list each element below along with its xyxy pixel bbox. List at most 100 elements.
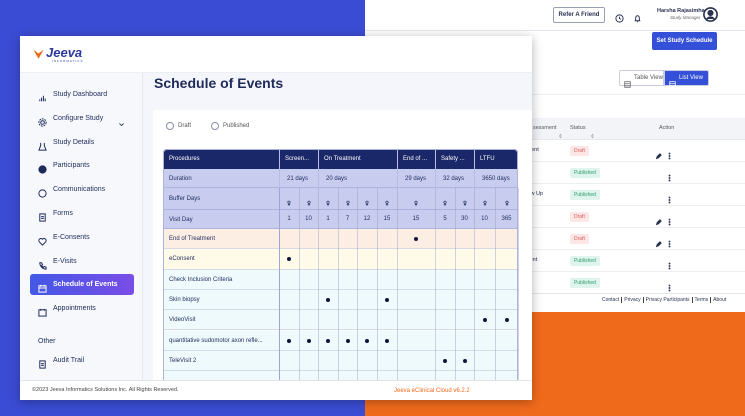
- visit-day: 10: [481, 216, 488, 222]
- buffer-icon: [413, 195, 419, 206]
- more-icon: [666, 279, 673, 292]
- edit-icon: [655, 213, 662, 226]
- refer-button[interactable]: Refer A Friend: [553, 7, 605, 23]
- group-divider: [318, 149, 319, 188]
- group-divider: [279, 149, 280, 188]
- procedure-row: [163, 310, 518, 331]
- footer-link[interactable]: About: [713, 296, 727, 303]
- procedure-name: eConsent: [169, 256, 195, 263]
- view-toggle[interactable]: Table View: [619, 70, 664, 88]
- sort-icon: [558, 126, 563, 138]
- radio[interactable]: [166, 122, 174, 130]
- sort-icon: [590, 126, 595, 138]
- procedure-row: [163, 350, 518, 372]
- footer-link[interactable]: Contact: [602, 296, 620, 303]
- status-text: Published: [574, 257, 596, 264]
- row-divider: [365, 205, 745, 206]
- page-title: Schedule of Events: [154, 75, 284, 91]
- visit-day: 12: [363, 216, 371, 222]
- column-header: Status: [570, 125, 586, 131]
- sidebar-item[interactable]: E-Consents: [53, 233, 90, 241]
- scheduled-dot: [287, 257, 291, 262]
- edit-icon: [655, 235, 662, 248]
- group-label: On Treatment: [324, 156, 361, 162]
- user-name: Harsha Rajasimha: [657, 8, 705, 14]
- sidebar-item[interactable]: Appointments: [53, 305, 96, 313]
- logo-mark: [32, 47, 45, 60]
- procedure-row: [163, 289, 518, 311]
- sidebar-item[interactable]: Study Details: [53, 138, 95, 146]
- sidebar-icon: [38, 90, 47, 102]
- status-text: Published: [574, 191, 596, 198]
- buffer-icon: [364, 195, 370, 206]
- sidebar-item[interactable]: Participants: [53, 162, 90, 170]
- sidebar-icon: [38, 257, 47, 270]
- top-bar: [20, 36, 532, 73]
- divider: [365, 94, 745, 95]
- bell-icon: [633, 10, 642, 23]
- procedure-row: [163, 330, 518, 351]
- scheduled-dot: [287, 338, 291, 343]
- more-icon: [666, 147, 673, 160]
- sidebar-icon: [38, 185, 47, 198]
- sidebar-icon: [38, 280, 47, 293]
- column-line: [435, 188, 436, 380]
- sidebar-item[interactable]: Audit Trail: [53, 357, 85, 364]
- scheduled-dot: [326, 298, 330, 303]
- status-text: Draft: [574, 235, 585, 242]
- view-toggle[interactable]: List View: [664, 70, 709, 88]
- footer-link[interactable]: Privacy: [624, 296, 641, 303]
- footer-link[interactable]: Privacy Participants: [645, 296, 690, 303]
- column-line: [377, 188, 378, 380]
- sidebar-icon: [38, 356, 47, 369]
- scheduled-dot: [443, 358, 447, 363]
- active-item: [30, 274, 134, 296]
- sidebar-item[interactable]: Communications: [53, 186, 106, 194]
- scheduled-dot: [385, 338, 389, 343]
- row-divider: [365, 249, 745, 250]
- sidebar-item[interactable]: Configure Study: [53, 114, 104, 122]
- filter-label[interactable]: Draft: [178, 123, 192, 129]
- sidebar-item[interactable]: Forms: [53, 210, 73, 217]
- procedure-row: [163, 229, 518, 250]
- column-line: [299, 188, 300, 380]
- more-icon: [666, 257, 673, 270]
- column-line: [518, 188, 519, 380]
- procedure-name: VideoVisit: [169, 317, 196, 324]
- view-label: Table View: [634, 75, 663, 81]
- logo-tagline: INFORMATICS: [52, 59, 84, 63]
- column-line: [397, 188, 398, 380]
- filter-label[interactable]: Published: [223, 123, 250, 129]
- separator: [621, 297, 623, 303]
- user-role: Study Manager: [670, 15, 701, 20]
- scheduled-dot: [385, 298, 389, 303]
- column-line: [455, 188, 456, 380]
- row-divider: [365, 161, 745, 162]
- buffer-icon: [325, 195, 331, 206]
- procedure-row: [163, 371, 518, 380]
- sidebar-item[interactable]: Schedule of Events: [53, 281, 118, 289]
- sidebar-icon: [38, 304, 47, 317]
- visit-day: 7: [345, 216, 350, 222]
- row-name: llow Up: [525, 191, 544, 197]
- column-line: [338, 188, 339, 380]
- front-window: Jeeva INFORMATICS Study Dashboard Configure…: [20, 36, 532, 400]
- set-schedule-button[interactable]: Set Study Schedule: [652, 32, 717, 50]
- visit-day: 15: [383, 216, 391, 222]
- buffer-icon: [442, 195, 448, 206]
- scheduled-dot: [306, 338, 311, 343]
- scheduled-dot: [482, 318, 487, 323]
- sidebar-item[interactable]: Study Dashboard: [53, 91, 108, 98]
- footer-link[interactable]: Terms: [694, 296, 709, 303]
- group-label: Safety ...: [441, 156, 465, 162]
- buffer-icon: [504, 195, 510, 206]
- sidebar-item[interactable]: E-Visits: [53, 257, 77, 265]
- view-icon: [624, 75, 631, 88]
- visit-day: 5: [443, 216, 447, 222]
- procedure-row: [163, 249, 518, 270]
- meta-row: [163, 169, 518, 188]
- footer: [20, 380, 532, 400]
- more-icon: [666, 235, 673, 248]
- radio[interactable]: [211, 122, 219, 130]
